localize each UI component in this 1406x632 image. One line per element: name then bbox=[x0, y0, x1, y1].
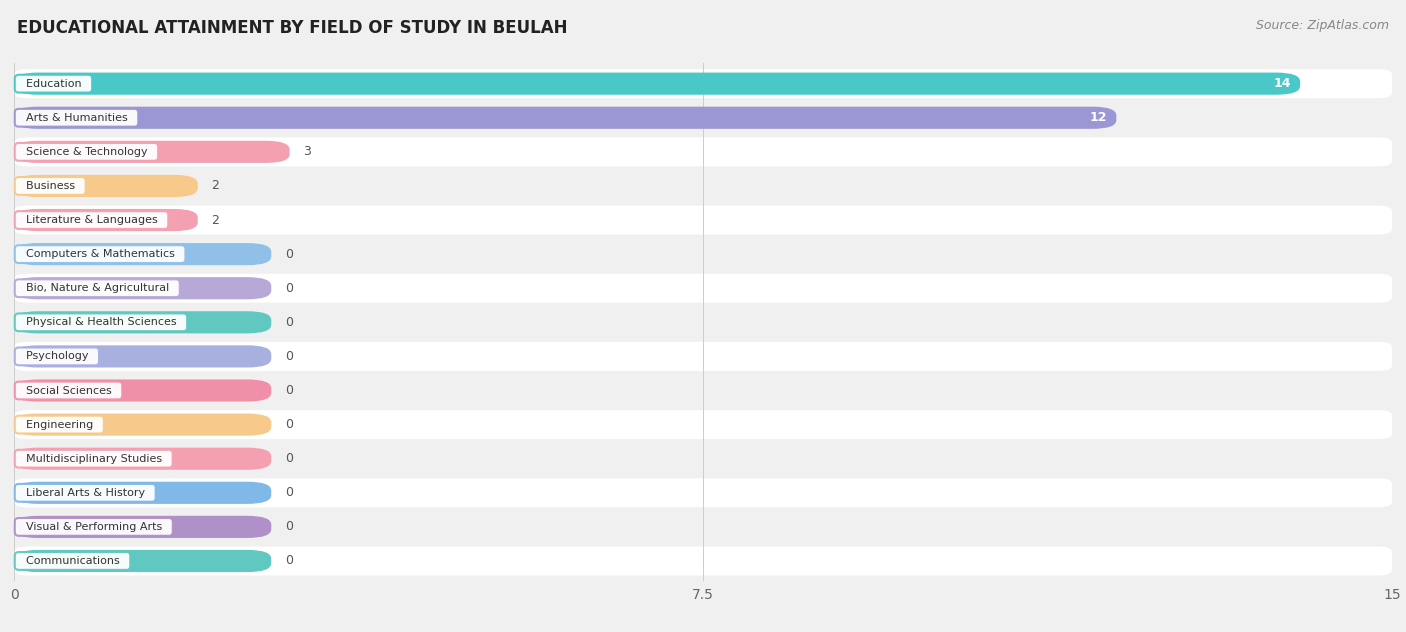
FancyBboxPatch shape bbox=[14, 240, 1392, 269]
FancyBboxPatch shape bbox=[14, 107, 1116, 129]
FancyBboxPatch shape bbox=[14, 141, 290, 163]
Text: Engineering: Engineering bbox=[18, 420, 100, 430]
Text: Science & Technology: Science & Technology bbox=[18, 147, 155, 157]
Text: 0: 0 bbox=[285, 282, 292, 295]
Text: 0: 0 bbox=[285, 453, 292, 465]
Text: Computers & Mathematics: Computers & Mathematics bbox=[18, 249, 181, 259]
Text: 0: 0 bbox=[285, 418, 292, 431]
Text: 2: 2 bbox=[211, 179, 219, 192]
FancyBboxPatch shape bbox=[14, 243, 271, 265]
Text: Literature & Languages: Literature & Languages bbox=[18, 215, 165, 225]
FancyBboxPatch shape bbox=[14, 342, 1392, 371]
FancyBboxPatch shape bbox=[14, 547, 1392, 576]
Text: 0: 0 bbox=[285, 316, 292, 329]
FancyBboxPatch shape bbox=[14, 205, 1392, 234]
FancyBboxPatch shape bbox=[14, 413, 271, 435]
Text: Business: Business bbox=[18, 181, 82, 191]
Text: Bio, Nature & Agricultural: Bio, Nature & Agricultural bbox=[18, 283, 176, 293]
FancyBboxPatch shape bbox=[14, 376, 1392, 405]
FancyBboxPatch shape bbox=[14, 69, 1392, 98]
FancyBboxPatch shape bbox=[14, 379, 271, 401]
FancyBboxPatch shape bbox=[14, 137, 1392, 166]
FancyBboxPatch shape bbox=[14, 444, 1392, 473]
Text: Communications: Communications bbox=[18, 556, 127, 566]
Text: Social Sciences: Social Sciences bbox=[18, 386, 118, 396]
FancyBboxPatch shape bbox=[14, 73, 1301, 95]
Text: Liberal Arts & History: Liberal Arts & History bbox=[18, 488, 152, 498]
FancyBboxPatch shape bbox=[14, 447, 271, 470]
FancyBboxPatch shape bbox=[14, 103, 1392, 132]
Text: Arts & Humanities: Arts & Humanities bbox=[18, 112, 135, 123]
FancyBboxPatch shape bbox=[14, 308, 1392, 337]
Text: 0: 0 bbox=[285, 486, 292, 499]
FancyBboxPatch shape bbox=[14, 274, 1392, 303]
Text: Visual & Performing Arts: Visual & Performing Arts bbox=[18, 522, 169, 532]
FancyBboxPatch shape bbox=[14, 478, 1392, 507]
FancyBboxPatch shape bbox=[14, 311, 271, 334]
FancyBboxPatch shape bbox=[14, 345, 271, 367]
FancyBboxPatch shape bbox=[14, 550, 271, 572]
FancyBboxPatch shape bbox=[14, 482, 271, 504]
FancyBboxPatch shape bbox=[14, 513, 1392, 542]
Text: 0: 0 bbox=[285, 554, 292, 568]
Text: 0: 0 bbox=[285, 350, 292, 363]
Text: 2: 2 bbox=[211, 214, 219, 226]
FancyBboxPatch shape bbox=[14, 209, 198, 231]
Text: Source: ZipAtlas.com: Source: ZipAtlas.com bbox=[1256, 19, 1389, 32]
Text: Multidisciplinary Studies: Multidisciplinary Studies bbox=[18, 454, 169, 464]
Text: 0: 0 bbox=[285, 248, 292, 260]
Text: 0: 0 bbox=[285, 520, 292, 533]
FancyBboxPatch shape bbox=[14, 516, 271, 538]
Text: 0: 0 bbox=[285, 384, 292, 397]
FancyBboxPatch shape bbox=[14, 410, 1392, 439]
Text: Physical & Health Sciences: Physical & Health Sciences bbox=[18, 317, 183, 327]
FancyBboxPatch shape bbox=[14, 171, 1392, 200]
Text: 3: 3 bbox=[304, 145, 311, 159]
Text: EDUCATIONAL ATTAINMENT BY FIELD OF STUDY IN BEULAH: EDUCATIONAL ATTAINMENT BY FIELD OF STUDY… bbox=[17, 19, 568, 37]
FancyBboxPatch shape bbox=[14, 175, 198, 197]
Text: Education: Education bbox=[18, 78, 89, 88]
Text: 12: 12 bbox=[1090, 111, 1107, 125]
Text: Psychology: Psychology bbox=[18, 351, 96, 362]
Text: 14: 14 bbox=[1274, 77, 1291, 90]
FancyBboxPatch shape bbox=[14, 277, 271, 300]
